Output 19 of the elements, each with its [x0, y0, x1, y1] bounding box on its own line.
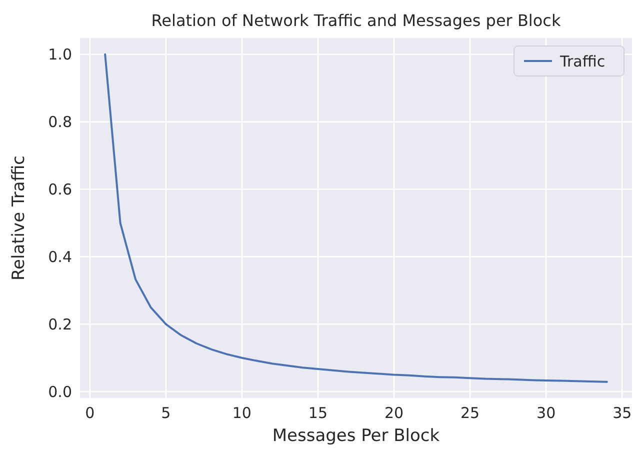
y-tick-label: 0.0: [48, 382, 72, 401]
line-series: [104, 53, 608, 383]
y-tick-label: 1.0: [48, 46, 72, 64]
x-axis-title: Messages Per Block: [272, 426, 440, 446]
y-tick-label: 0.4: [48, 248, 72, 266]
x-tick-label: 10: [232, 404, 252, 422]
y-axis-title: Relative Traffic: [9, 155, 29, 281]
x-tick-label: 20: [384, 404, 404, 422]
y-tick-label: 0.8: [48, 113, 72, 132]
chart-title: Relation of Network Traffic and Messages per Block: [151, 11, 562, 30]
x-tick-label: 30: [536, 404, 556, 422]
x-tick-label: 25: [460, 404, 480, 422]
x-tick-label: 35: [612, 404, 632, 422]
x-tick-label: 15: [308, 404, 328, 422]
y-tick-label: 0.2: [48, 315, 72, 334]
y-tick-label: 0.6: [48, 180, 72, 198]
x-tick-label: 0: [85, 404, 95, 422]
legend-label: Traffic: [559, 52, 606, 70]
x-tick-label: 5: [161, 404, 171, 422]
